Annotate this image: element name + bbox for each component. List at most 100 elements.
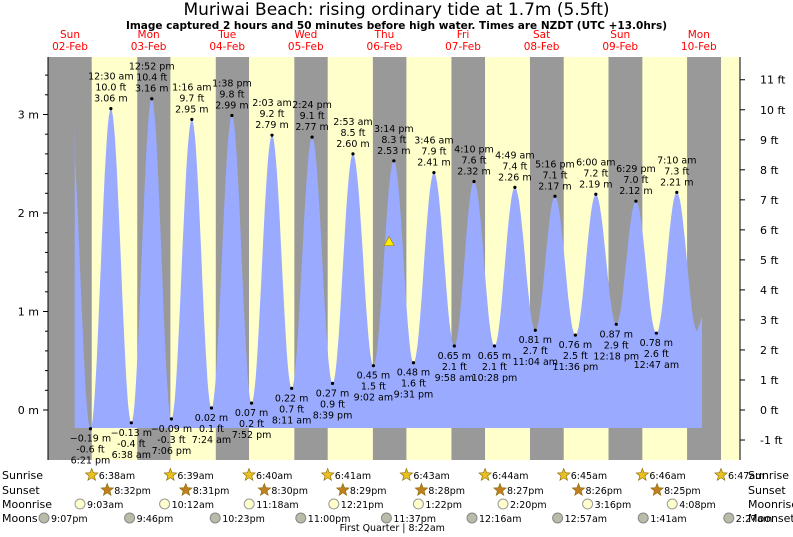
row-label-left: Moonrise	[2, 498, 52, 511]
moonset-icon	[637, 512, 649, 524]
high-tide-time: 5:16 pm	[535, 159, 575, 170]
tide-point	[654, 331, 658, 335]
low-tide-metres: 0.78 m	[640, 338, 673, 349]
sunset-icon	[650, 482, 664, 496]
low-tide-metres: −0.13 m	[111, 428, 152, 439]
high-tide-feet: 10.0 ft	[95, 83, 126, 94]
tide-point	[492, 344, 497, 348]
sunrise-icon	[478, 467, 492, 481]
row-label-right: Moonrise	[748, 498, 793, 511]
high-tide-feet: 7.6 ft	[461, 155, 486, 166]
tide-point	[452, 344, 456, 348]
high-tide-feet: 7.9 ft	[421, 147, 446, 158]
high-tide-feet: 7.2 ft	[583, 168, 608, 179]
high-tide-time: 7:10 am	[657, 155, 696, 166]
low-tide-metres: 0.22 m	[275, 393, 308, 404]
high-tide-feet: 9.1 ft	[300, 111, 325, 122]
high-tide-feet: 7.4 ft	[502, 161, 527, 172]
sunset-time: 8:30pm	[271, 486, 308, 497]
moonrise-icon	[412, 498, 424, 510]
tide-point	[513, 185, 517, 189]
high-tide-metres: 2.99 m	[215, 100, 248, 111]
moon-phase-label: First Quarter | 8:22am	[340, 523, 445, 534]
high-tide-feet: 7.1 ft	[542, 170, 567, 181]
sunrise-time: 6:39am	[177, 471, 213, 482]
moonrise-icon	[74, 498, 86, 510]
low-tide-feet: 2.7 ft	[523, 346, 548, 357]
low-tide-time: 12:18 pm	[593, 351, 639, 362]
moonset-time: 1:41am	[650, 514, 686, 525]
sunrise-icon	[714, 467, 728, 481]
right-tick-label: 3 ft	[760, 314, 779, 327]
day-date-label: 10-Feb	[681, 41, 717, 53]
high-tide-time: 3:14 pm	[374, 124, 414, 135]
high-tide-time: 3:46 am	[414, 136, 453, 147]
high-tide-time: 4:49 am	[495, 150, 534, 161]
low-tide-metres: 0.87 m	[600, 329, 633, 340]
sunset-time: 8:26pm	[586, 486, 623, 497]
moonrise-time: 2:20pm	[510, 500, 547, 511]
tide-point	[270, 133, 274, 137]
sunrise-icon	[242, 467, 256, 481]
high-tide-metres: 2.60 m	[336, 139, 369, 150]
high-tide-time: 12:52 pm	[129, 62, 175, 73]
high-tide-metres: 3.06 m	[94, 94, 127, 105]
tide-point	[209, 406, 214, 410]
sunrise-icon	[635, 467, 650, 481]
moonset-time: 12:57am	[565, 514, 607, 525]
sunset-time: 8:29pm	[350, 486, 387, 497]
low-tide-feet: 0.2 ft	[239, 419, 264, 430]
tide-point	[411, 361, 416, 365]
low-tide-time: 9:58 am	[435, 373, 474, 384]
left-tick-label: 3 m	[18, 109, 39, 122]
moonrise-icon	[328, 498, 340, 510]
low-tide-feet: -0.6 ft	[76, 445, 105, 456]
chart-title: Muriwai Beach: rising ordinary tide at 1…	[183, 0, 610, 20]
low-tide-metres: 0.65 m	[438, 351, 471, 362]
moonset-time: 9:46pm	[137, 514, 174, 525]
high-tide-feet: 8.5 ft	[340, 128, 365, 139]
high-tide-time: 4:10 pm	[454, 144, 494, 155]
low-tide-metres: 0.07 m	[235, 408, 268, 419]
day-date-label: 03-Feb	[131, 41, 167, 53]
low-tide-feet: 1.5 ft	[361, 382, 386, 393]
sunset-time: 8:31pm	[193, 486, 230, 497]
tide-point	[675, 190, 679, 194]
tide-point	[150, 97, 154, 101]
sunrise-time: 6:44am	[492, 471, 528, 482]
high-tide-feet: 9.8 ft	[219, 89, 244, 100]
right-tick-label: 5 ft	[760, 254, 779, 267]
tide-point	[614, 322, 618, 326]
moonrise-time: 1:22pm	[425, 500, 462, 511]
moonrise-time: 4:08pm	[679, 500, 716, 511]
tide-area	[74, 98, 702, 429]
moonset-icon	[466, 512, 478, 524]
tide-point	[553, 194, 557, 198]
day-date-label: 06-Feb	[367, 41, 403, 53]
sunset-time: 8:27pm	[507, 486, 544, 497]
low-tide-feet: 0.9 ft	[320, 399, 345, 410]
low-tide-feet: 2.1 ft	[442, 362, 467, 373]
right-tick-label: 9 ft	[760, 134, 779, 147]
moonset-time: 12:16am	[479, 514, 521, 525]
tide-point	[371, 364, 375, 368]
day-name-label: Sun	[60, 29, 80, 41]
high-tide-time: 1:16 am	[172, 82, 211, 93]
high-tide-metres: 2.95 m	[175, 104, 208, 115]
daylight-band	[721, 57, 740, 460]
high-tide-feet: 9.2 ft	[259, 109, 284, 120]
low-tide-feet: 0.7 ft	[279, 404, 304, 415]
right-tick-label: 8 ft	[760, 164, 779, 177]
sunrise-time: 6:41am	[335, 471, 371, 482]
sunset-icon	[571, 482, 586, 496]
tide-point	[88, 427, 93, 431]
day-date-label: 07-Feb	[445, 41, 481, 53]
day-name-label: Wed	[294, 29, 317, 41]
day-name-label: Fri	[457, 29, 470, 41]
moonset-icon	[124, 512, 136, 524]
high-tide-metres: 2.26 m	[498, 172, 531, 183]
right-tick-label: 6 ft	[760, 224, 779, 237]
low-tide-metres: −0.19 m	[70, 434, 111, 445]
current-tide-marker	[383, 235, 395, 246]
high-tide-time: 6:00 am	[576, 157, 615, 168]
